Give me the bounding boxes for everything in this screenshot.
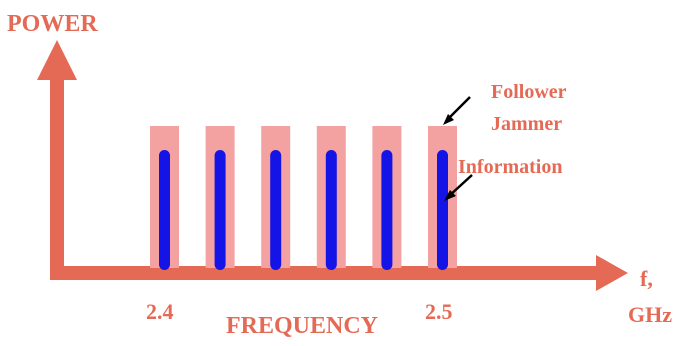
information-signal-3 [270,150,282,270]
information-signal-2 [214,150,226,270]
follower-jammer-pointer-head [443,114,454,125]
y-axis-line [50,68,64,280]
annotation-pointers [443,96,473,201]
information-label: Information [458,156,563,178]
x-unit-label-line2: GHz [628,302,672,327]
x-axis [50,255,628,291]
x-axis-line [50,266,610,280]
information-signal-6 [437,150,448,270]
y-axis-label: POWER [7,11,98,37]
x-unit-label-line1: f, [640,266,653,291]
information-pointer [448,174,473,197]
follower-jammer-label-line2: Jammer [491,113,563,135]
y-axis [37,40,77,280]
channel-group [150,126,457,270]
tick-label-start: 2.4 [146,299,174,324]
x-axis-label: FREQUENCY [226,313,379,339]
information-signal-5 [381,150,393,270]
information-pointer-head [444,190,456,201]
information-signal-4 [325,150,337,270]
y-axis-arrowhead [37,40,77,80]
follower-jammer-label-line1: Follower [491,81,567,103]
x-axis-arrowhead [596,255,628,291]
follower-jammer-pointer [446,96,471,121]
tick-label-end: 2.5 [425,299,453,324]
information-signal-1 [159,150,170,270]
